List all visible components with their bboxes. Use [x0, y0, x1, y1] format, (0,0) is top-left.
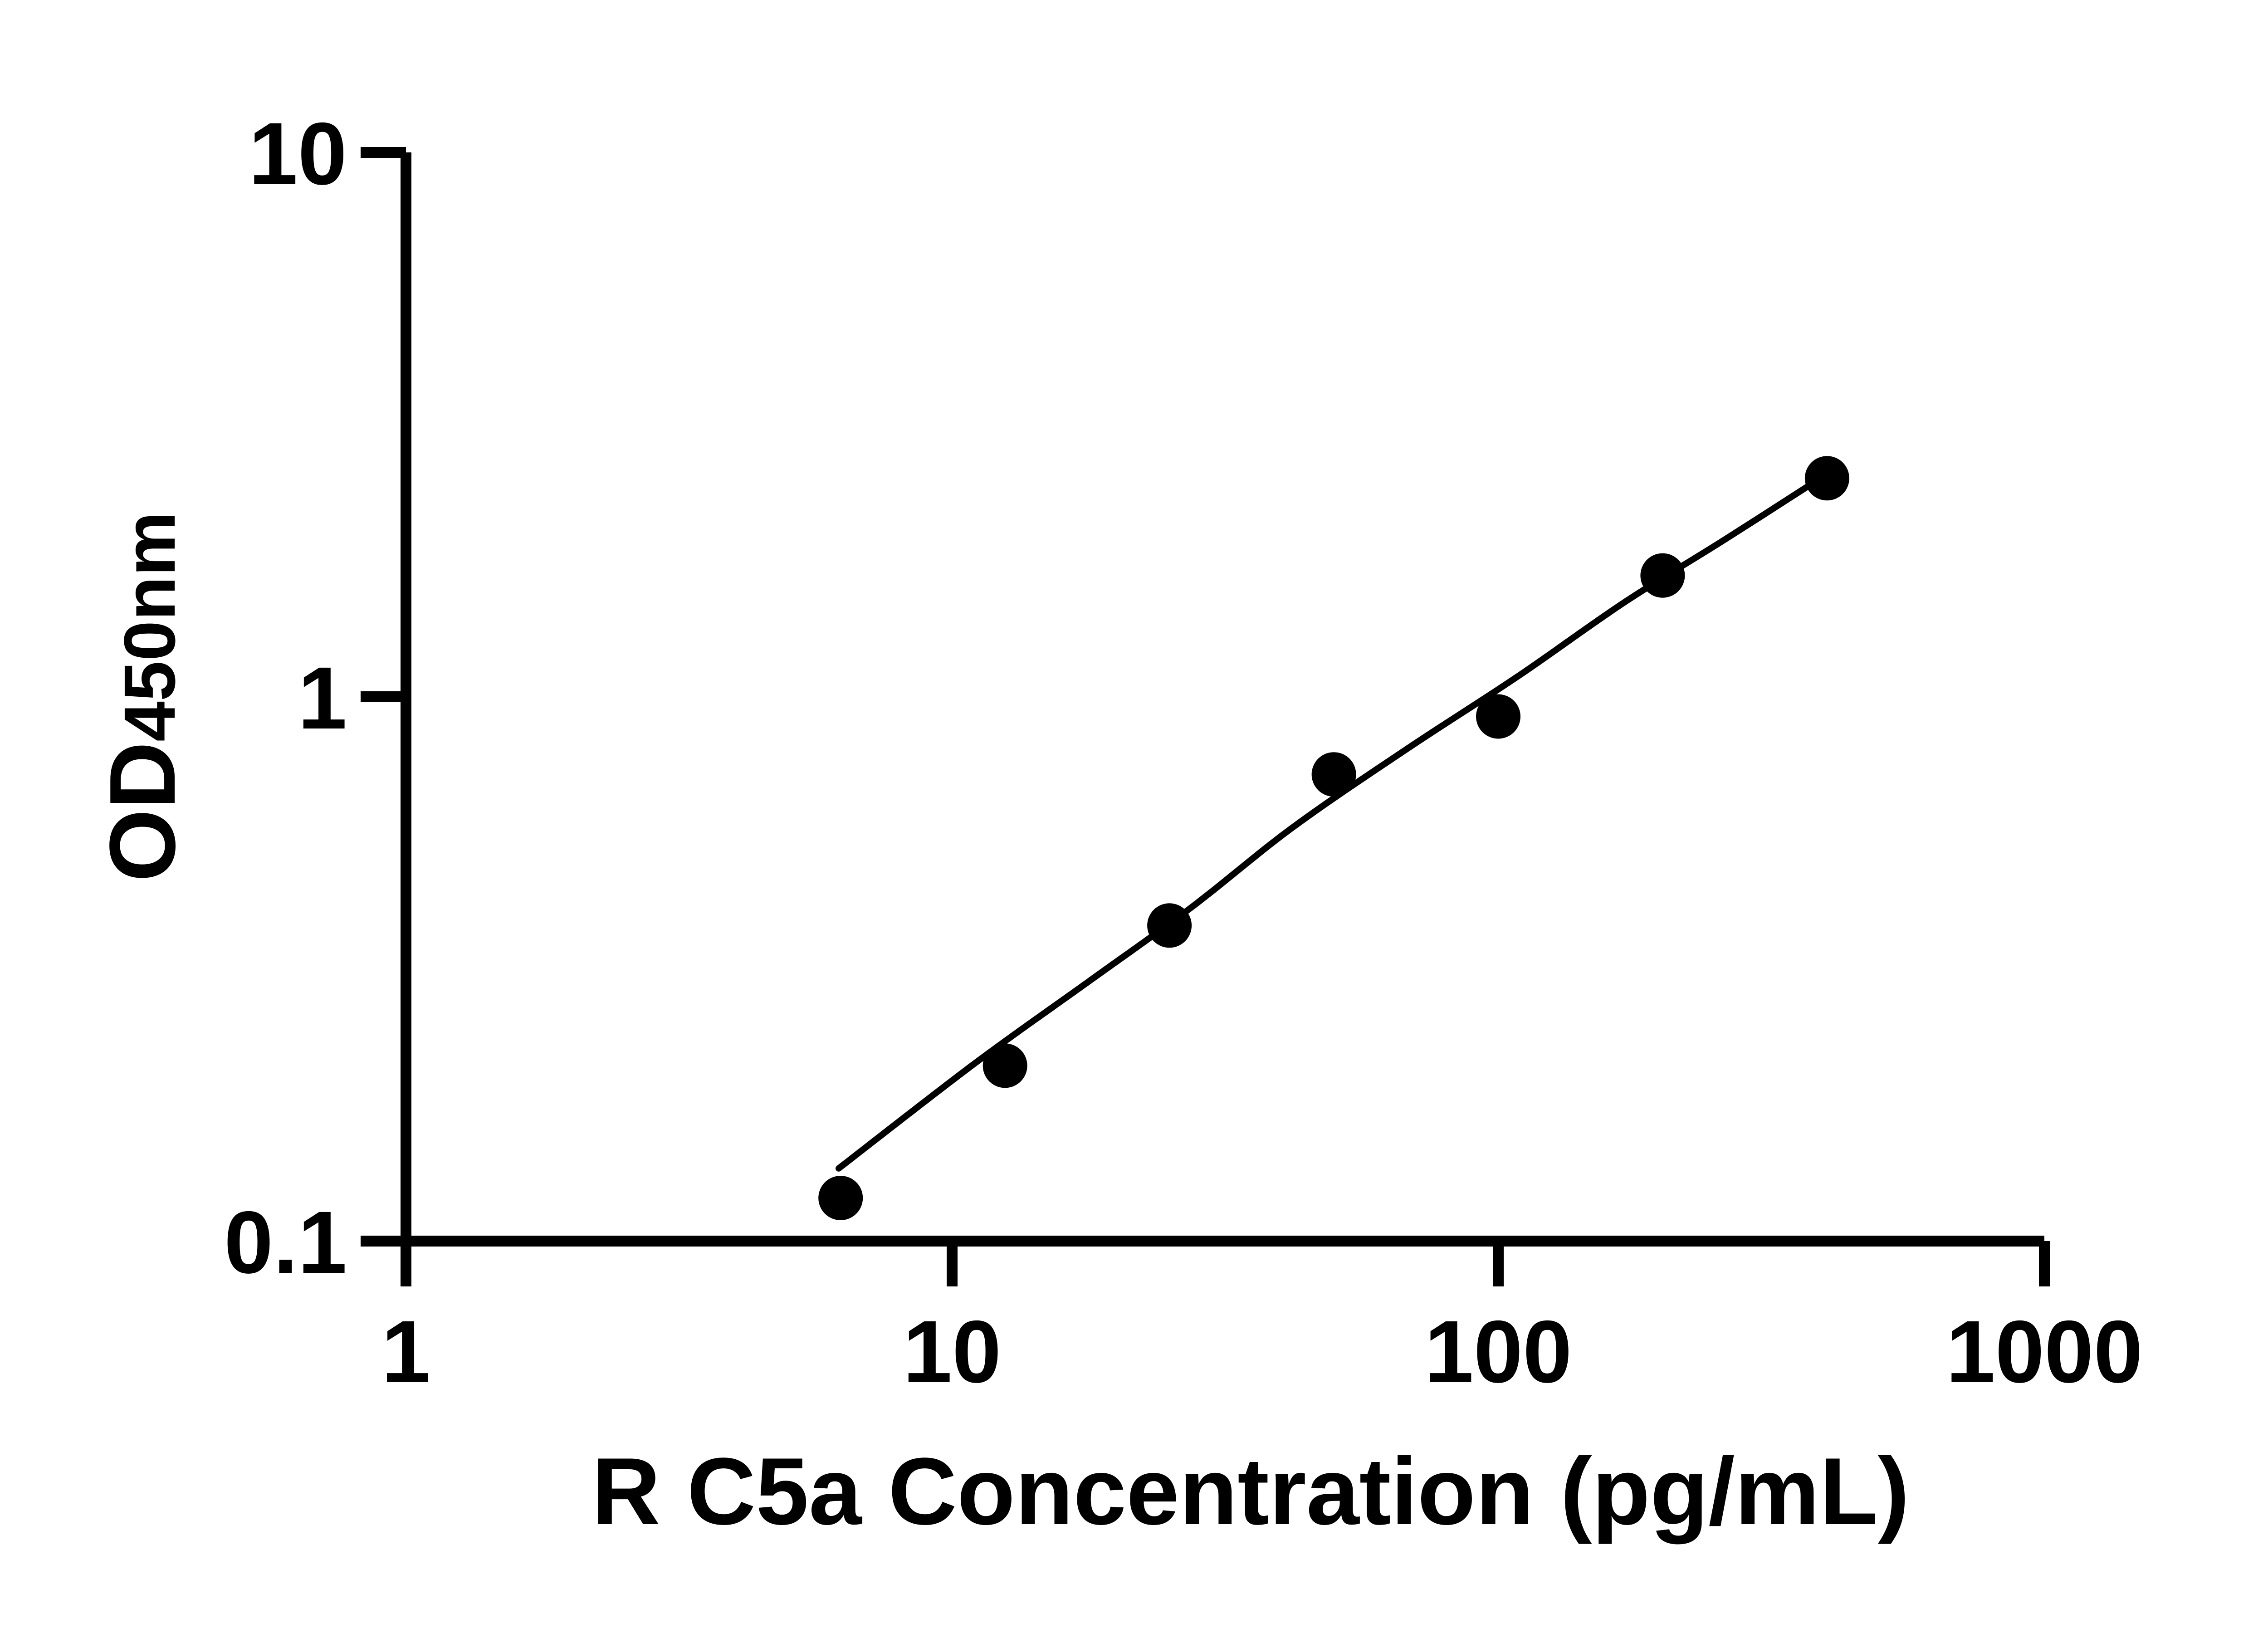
x-tick-label: 10	[903, 1302, 1002, 1401]
x-tick-labels: 1 10 100 1000	[381, 1302, 2143, 1401]
y-tick-label: 10	[249, 104, 347, 203]
y-axis-title-main: OD	[90, 742, 195, 882]
data-point	[1147, 903, 1192, 948]
data-point	[1640, 553, 1685, 598]
plot-area: 1 10 100 1000 0.1 1 10	[224, 104, 2143, 1401]
data-point	[982, 1043, 1027, 1088]
y-axis-title-subscript: 450nm	[109, 512, 190, 742]
y-axis-title: OD450nm	[90, 512, 195, 882]
x-axis-ticks	[401, 1241, 2050, 1286]
x-tick-label: 1	[381, 1302, 430, 1401]
data-point	[1311, 752, 1356, 797]
y-tick-label: 0.1	[224, 1193, 347, 1292]
x-tick-label: 100	[1424, 1302, 1572, 1401]
x-tick-label: 1000	[1946, 1302, 2143, 1401]
data-point	[818, 1176, 863, 1220]
y-axis-ticks	[361, 147, 406, 1247]
data-points	[818, 456, 1849, 1220]
y-tick-labels: 0.1 1 10	[224, 104, 347, 1292]
data-point	[1804, 456, 1849, 501]
x-axis-title: R C5a Concentration (pg/mL)	[591, 1438, 1909, 1545]
y-tick-label: 1	[298, 649, 347, 748]
data-point	[1476, 694, 1520, 739]
